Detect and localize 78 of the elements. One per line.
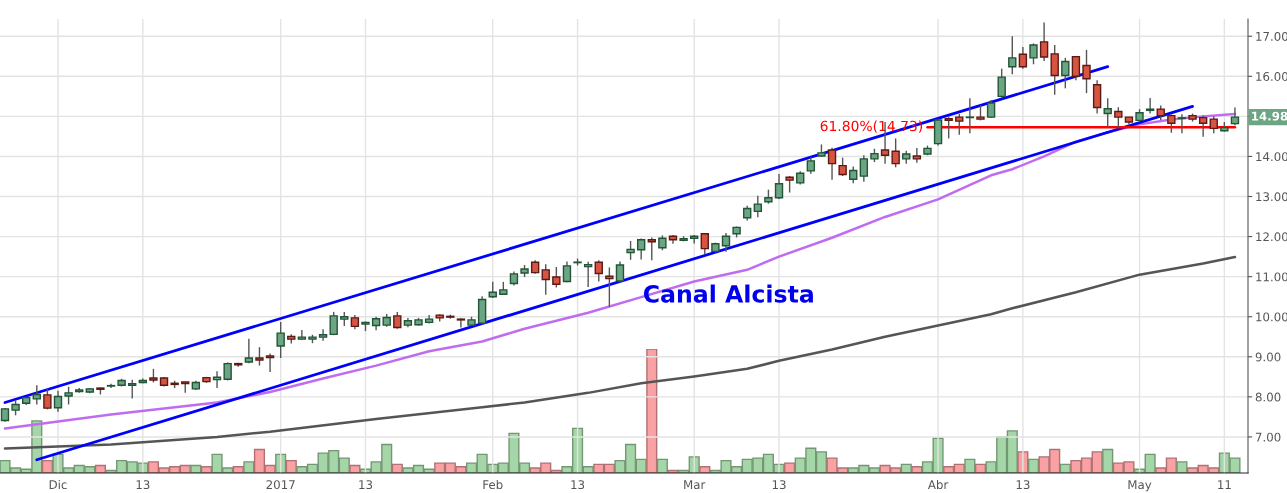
candlestick	[53, 390, 63, 413]
line-series	[3, 255, 1237, 450]
x-tick-label: May	[1128, 480, 1152, 492]
candlestick	[1177, 113, 1187, 134]
x-tick-label: 13	[571, 480, 585, 490]
x-tick-label: 13	[136, 480, 150, 490]
candlestick	[1071, 55, 1081, 82]
candlestick	[1198, 114, 1208, 138]
candlestick	[541, 263, 550, 296]
candlestick	[318, 328, 328, 342]
candlestick	[986, 99, 996, 119]
candlestick	[1050, 44, 1059, 96]
candlestick	[1145, 97, 1155, 115]
candlestick	[933, 118, 943, 147]
candlestick	[1018, 46, 1028, 70]
y-tick-label: 9.00	[1255, 352, 1281, 362]
candlestick	[552, 266, 561, 289]
candlestick	[859, 154, 869, 183]
candlestick	[827, 146, 837, 181]
y-tick-label: 12.00	[1256, 232, 1287, 242]
bar	[243, 461, 255, 473]
candlestick	[255, 346, 264, 367]
candlestick	[912, 147, 922, 164]
bar	[1176, 461, 1188, 473]
line-series	[3, 112, 1237, 430]
y-tick-label: 17.00	[1256, 31, 1287, 41]
y-tick-label: 10.00	[1256, 312, 1287, 322]
candlestick	[626, 240, 635, 261]
candlestick	[700, 232, 709, 256]
candlestick	[32, 384, 41, 406]
x-tick-label: 13	[359, 480, 373, 490]
candlestick	[244, 338, 254, 364]
x-tick-label: 11	[1218, 480, 1231, 489]
candlestick	[753, 195, 763, 219]
candlestick	[838, 156, 847, 177]
candlestick	[1082, 49, 1091, 94]
candlestick	[1039, 21, 1049, 62]
candlestick	[774, 173, 784, 200]
candlestick	[477, 295, 487, 326]
candlestick	[594, 259, 603, 283]
bar	[646, 349, 658, 473]
text: 14.98	[1252, 111, 1287, 121]
y-tick-label: 11.00	[1256, 272, 1287, 282]
y-tick-label: 14.00	[1256, 152, 1287, 162]
x-tick-label: 13	[1016, 480, 1030, 490]
candlestick	[265, 352, 275, 373]
candlestick	[721, 232, 731, 253]
x-tick-label: Mar	[684, 480, 706, 490]
x-tick-label: 13	[772, 480, 786, 490]
candlestick	[955, 113, 964, 136]
x-tick-label: Dic	[49, 479, 67, 490]
y-tick-label: 7.00	[1255, 432, 1281, 442]
y-tick-label: 8.00	[1255, 392, 1281, 402]
x-tick-label: Abr	[927, 479, 949, 490]
bar	[1027, 458, 1040, 473]
candlestick	[456, 317, 466, 329]
candlestick	[944, 116, 953, 140]
y-tick-label: 16.00	[1256, 72, 1287, 81]
x-tick-label: Feb	[483, 479, 503, 490]
candlestick	[965, 97, 975, 134]
bar	[1102, 448, 1114, 473]
annotation: Canal Alcista	[643, 284, 813, 303]
candlestick	[276, 321, 285, 359]
bar	[784, 462, 796, 473]
candlestick	[1029, 42, 1038, 65]
candlestick	[1167, 113, 1176, 134]
candlestick	[1008, 35, 1017, 75]
candlestick	[1103, 97, 1112, 129]
candlestick	[997, 67, 1006, 100]
bar	[964, 458, 976, 473]
candlestick	[1114, 106, 1123, 128]
y-tick-label: 13.00	[1256, 192, 1287, 202]
candlestick	[1061, 57, 1070, 90]
candlestick	[605, 266, 614, 308]
candlestick	[891, 137, 900, 168]
x-tick-label: 2017	[266, 480, 295, 490]
candlestick	[128, 378, 137, 400]
candlestick	[1092, 79, 1102, 115]
